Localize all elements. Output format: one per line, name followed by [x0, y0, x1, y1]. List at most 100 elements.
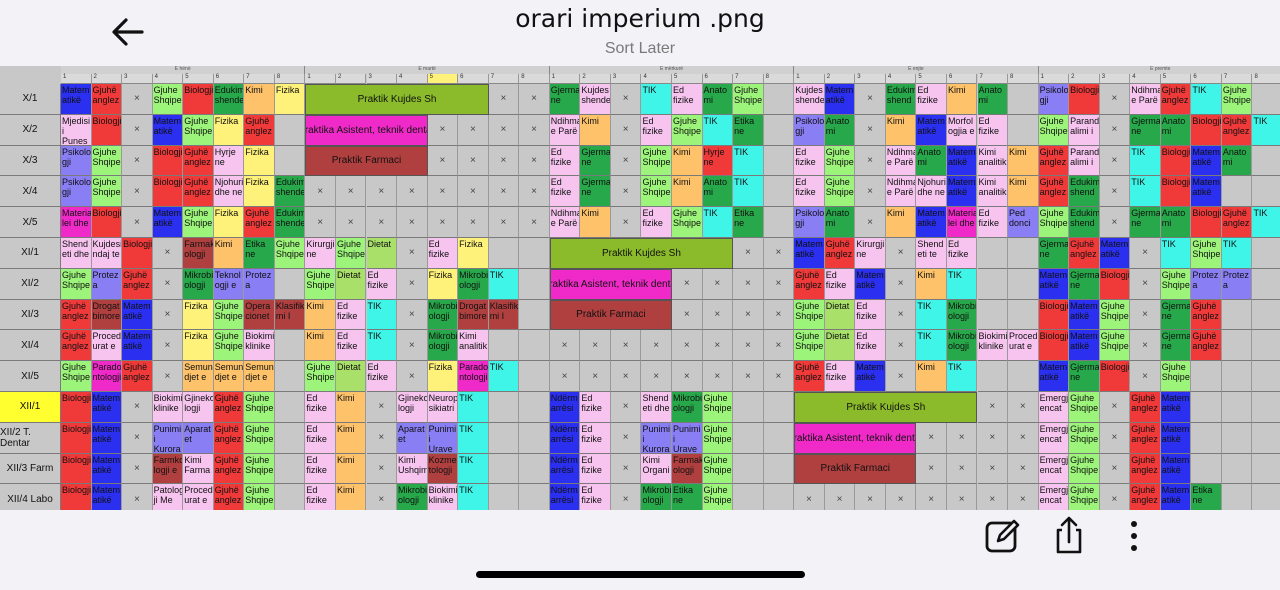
- timetable-image[interactable]: E hënë 1 2 3 4 5 6 7 8 E martë 1 2 3 4 5 6 7 8 E mërkurë 1 2…: [0, 66, 1280, 510]
- back-button[interactable]: [108, 14, 148, 50]
- schedule-cell: ×: [977, 453, 1009, 485]
- schedule-cell: Etika ne: [672, 484, 703, 510]
- schedule-cell: Klasifiki mi I: [274, 299, 306, 331]
- schedule-cell: [763, 422, 795, 454]
- period-number: 5: [427, 74, 459, 84]
- schedule-cell: Shend eti dhe: [61, 238, 92, 269]
- schedule-cell: Hyrje ne: [213, 145, 245, 177]
- schedule-cell: Mikrobi ologji: [641, 484, 672, 510]
- schedule-cell: Ed fizike: [580, 422, 611, 454]
- schedule-cell: ×: [641, 330, 672, 362]
- schedule-cell: Ndërm arrësi: [549, 422, 581, 454]
- schedule-cell: Punimi i Urave: [427, 422, 459, 454]
- schedule-cell: Gjuhë anglez: [794, 268, 825, 300]
- schedule-cell: Ed fizike: [977, 114, 1009, 146]
- schedule-cell: Gjuhë anglez: [122, 361, 153, 392]
- schedule-cell: [763, 84, 795, 115]
- period-number: 3: [1099, 74, 1131, 84]
- period-number: 6: [1191, 74, 1222, 84]
- schedule-cell: Ed fizike: [977, 207, 1009, 238]
- class-label: X/5: [0, 207, 61, 238]
- schedule-cell: Matem atikë: [1191, 145, 1222, 177]
- schedule-cell: Anato mi: [702, 176, 734, 208]
- schedule-cell: Gjuhë anglez: [122, 268, 153, 300]
- schedule-cell: Edukim shende: [274, 176, 306, 208]
- more-button[interactable]: [1124, 516, 1144, 556]
- period-number: 3: [366, 74, 398, 84]
- schedule-cell: ×: [122, 145, 153, 177]
- bottom-toolbar: [0, 510, 1280, 590]
- schedule-cell: Morfol ogjia e: [946, 114, 978, 146]
- schedule-cell: Matem atikë: [1160, 484, 1192, 510]
- class-label: X/3: [0, 145, 61, 177]
- schedule-cell: ×: [580, 361, 611, 392]
- schedule-cell: ×: [610, 176, 642, 208]
- practice-block: Praktika Asistent, teknik dentar: [794, 422, 917, 454]
- schedule-cell: Gjuhe Shqipe: [641, 145, 672, 177]
- schedule-cell: TIK: [733, 176, 764, 208]
- schedule-cell: [274, 330, 306, 362]
- schedule-cell: ×: [458, 207, 489, 238]
- schedule-cell: Ed fizike: [672, 84, 703, 115]
- schedule-cell: [519, 330, 550, 362]
- schedule-cell: Gjuhe Shqipe: [183, 207, 214, 238]
- schedule-cell: ×: [885, 361, 917, 392]
- edit-button[interactable]: [983, 516, 1023, 556]
- schedule-cell: [1008, 361, 1039, 392]
- schedule-cell: Biokimi klinike: [244, 330, 275, 362]
- schedule-cell: Gjuhë anglez: [213, 453, 245, 485]
- share-icon: [1056, 516, 1082, 554]
- schedule-cell: ×: [397, 361, 428, 392]
- schedule-cell: Kimi: [580, 207, 611, 238]
- schedule-cell: [733, 484, 764, 510]
- schedule-cell: Dietat: [335, 268, 367, 300]
- schedule-cell: Gjuhe Shqipe: [1191, 238, 1222, 269]
- schedule-cell: ×: [641, 361, 672, 392]
- schedule-cell: ×: [427, 176, 459, 208]
- schedule-cell: Biologji: [152, 176, 184, 208]
- schedule-cell: Matem atikë: [916, 114, 947, 146]
- schedule-cell: Biologji: [61, 422, 92, 454]
- schedule-cell: Emergj encat: [1038, 484, 1070, 510]
- schedule-cell: ×: [885, 484, 917, 510]
- schedule-cell: Protez a: [1221, 268, 1253, 300]
- schedule-cell: [1221, 484, 1253, 510]
- schedule-cell: Proced urat e: [1008, 330, 1039, 362]
- schedule-cell: Matem atikë: [946, 145, 978, 177]
- schedule-cell: Biologji: [1191, 114, 1222, 146]
- schedule-cell: [1221, 330, 1253, 362]
- schedule-cell: Matem atikë: [152, 114, 184, 146]
- schedule-cell: Gjuhe Shqipe: [733, 84, 764, 115]
- schedule-cell: TIK: [916, 330, 947, 362]
- schedule-cell: [1252, 392, 1280, 423]
- schedule-cell: ×: [519, 84, 550, 115]
- schedule-cell: ×: [855, 207, 886, 238]
- schedule-cell: Parado ntologji: [91, 361, 123, 392]
- schedule-cell: TIK: [916, 299, 947, 331]
- period-number: 3: [122, 74, 153, 84]
- schedule-cell: ×: [733, 361, 764, 392]
- schedule-cell: Gjuhe Shqipe: [305, 361, 336, 392]
- schedule-cell: Fizika: [183, 299, 214, 331]
- schedule-cell: TIK: [1221, 238, 1253, 269]
- schedule-cell: Drogat bimore: [91, 299, 123, 331]
- schedule-cell: Gjuhë anglez: [1038, 176, 1070, 208]
- practice-block: Praktik Farmaci: [794, 453, 917, 485]
- share-button[interactable]: [1052, 514, 1086, 556]
- schedule-cell: [1221, 176, 1253, 208]
- schedule-cell: Matem atikë: [152, 207, 184, 238]
- schedule-cell: ×: [397, 330, 428, 362]
- schedule-cell: Gjerma ne: [580, 145, 611, 177]
- schedule-cell: ×: [152, 299, 184, 331]
- schedule-cell: Fizika: [427, 268, 459, 300]
- schedule-cell: Mikrobi ologji: [183, 268, 214, 300]
- schedule-cell: ×: [1130, 361, 1161, 392]
- schedule-cell: ×: [733, 330, 764, 362]
- schedule-cell: Gjuhë anglez: [1130, 392, 1161, 423]
- schedule-cell: ×: [152, 330, 184, 362]
- schedule-cell: Anato mi: [1160, 207, 1192, 238]
- schedule-cell: [1221, 299, 1253, 331]
- schedule-cell: ×: [763, 299, 795, 331]
- schedule-cell: [1252, 145, 1280, 177]
- schedule-cell: Kirurgji ne: [305, 238, 336, 269]
